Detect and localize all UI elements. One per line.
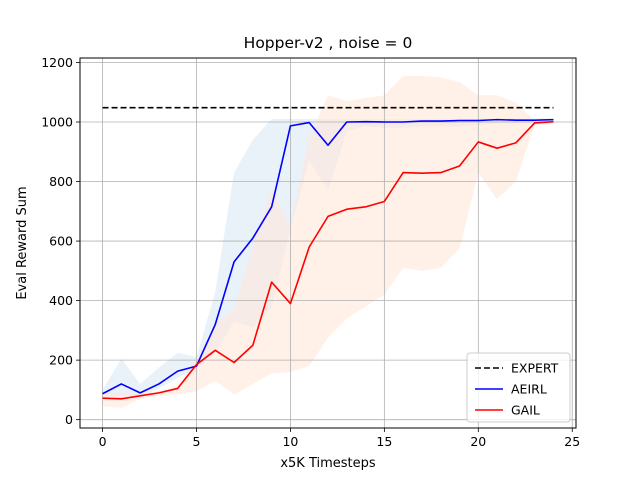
series-line-aeirl [102,118,554,395]
series-line-gail [102,120,554,400]
y-tick-label: 600 [49,234,73,249]
x-tick-label: 25 [564,434,580,449]
y-tick-label: 200 [49,353,73,368]
x-tick-label: 20 [470,434,486,449]
series-lines [102,106,554,400]
x-axis-label: x5K Timesteps [280,456,376,471]
y-tick-label: 1200 [41,55,73,70]
x-tick-label: 0 [99,434,107,449]
chart-title: Hopper-v2 , noise = 0 [244,34,413,52]
legend-label-aeirl: AEIRL [511,382,547,397]
y-axis-label: Eval Reward Sum [15,186,30,299]
y-tick-label: 800 [49,174,73,189]
x-tick-label: 10 [282,434,298,449]
ticks: 0 5 10 15 20 25 0 200 400 600 800 1000 1200 [41,55,580,449]
legend-label-gail: GAIL [511,403,540,418]
legend-label-expert: EXPERT [511,361,559,376]
x-tick-label: 15 [376,434,392,449]
y-tick-label: 400 [49,293,73,308]
x-tick-label: 5 [193,434,201,449]
y-tick-label: 1000 [41,114,73,129]
legend: EXPERT AEIRL GAIL [466,352,571,423]
legend-box [466,352,571,423]
y-tick-label: 0 [65,412,73,427]
plot-frame [79,57,577,429]
